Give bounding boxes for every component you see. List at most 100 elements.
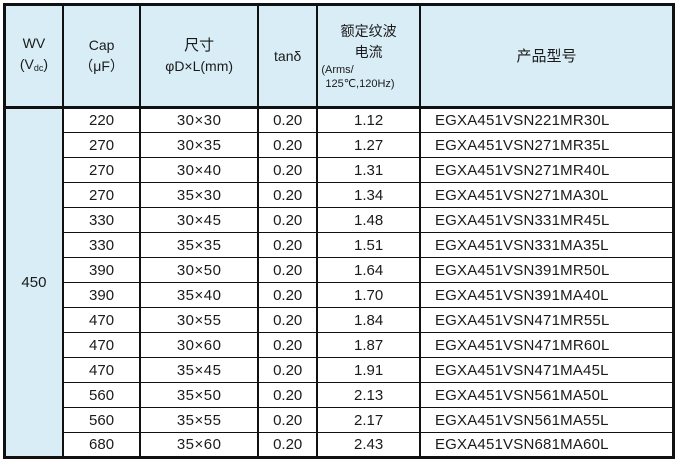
wv-header-cell: WV (Vdc) — [3, 3, 64, 109]
cap-cell: 470 — [61, 357, 142, 383]
table-row: 470 30×60 0.20 1.87 EGXA451VSN471MR60L — [5, 332, 675, 358]
ripple-cell: 1.51 — [316, 232, 421, 258]
cap-cell: 270 — [61, 132, 142, 158]
cap-cell: 560 — [61, 382, 142, 408]
cap-cell: 470 — [61, 307, 142, 333]
tand-cell: 0.20 — [256, 382, 319, 408]
table-row: 390 30×50 0.20 1.64 EGXA451VSN391MR50L — [5, 257, 675, 283]
size-cell: 30×50 — [139, 257, 259, 283]
size-header-line1: 尺寸 — [184, 37, 215, 54]
ripple-header-line4: 125℃,120Hz) — [325, 78, 395, 90]
size-cell: 30×30 — [139, 107, 259, 133]
model-cell: EGXA451VSN331MA35L — [418, 232, 675, 258]
model-header-label: 产品型号 — [516, 47, 577, 65]
size-cell: 35×45 — [139, 357, 259, 383]
ripple-header-line2: 电流 — [354, 44, 383, 60]
size-header-line2: φD×L(mm) — [165, 58, 234, 74]
table-row: 470 30×55 0.20 1.84 EGXA451VSN471MR55L — [5, 307, 675, 333]
model-cell: EGXA451VSN331MR45L — [418, 207, 675, 233]
size-cell: 30×35 — [139, 132, 259, 158]
ripple-cell: 1.34 — [316, 182, 421, 208]
model-cell: EGXA451VSN471MA45L — [418, 357, 675, 383]
cap-header-line2: （μF） — [79, 58, 124, 74]
model-cell: EGXA451VSN271MR35L — [418, 132, 675, 158]
table-row: 560 35×50 0.20 2.13 EGXA451VSN561MA50L — [5, 382, 675, 408]
table-row: 390 35×40 0.20 1.70 EGXA451VSN391MA40L — [5, 282, 675, 308]
size-cell: 35×50 — [139, 382, 259, 408]
cap-header-cell: Cap （μF） — [61, 3, 142, 109]
size-cell: 35×35 — [139, 232, 259, 258]
tand-cell: 0.20 — [256, 157, 319, 183]
ripple-header-line1: 额定纹波 — [340, 23, 397, 39]
header-row: WV (Vdc) Cap （μF） 尺寸 φD×L(mm) tanδ 额定纹波 … — [3, 3, 675, 109]
size-cell: 35×55 — [139, 407, 259, 433]
size-cell: 30×55 — [139, 307, 259, 333]
table-row: 330 30×45 0.20 1.48 EGXA451VSN331MR45L — [5, 207, 675, 233]
model-cell: EGXA451VSN561MA55L — [418, 407, 675, 433]
ripple-cell: 1.91 — [316, 357, 421, 383]
size-cell: 30×40 — [139, 157, 259, 183]
tand-cell: 0.20 — [256, 432, 319, 458]
ripple-header-cell: 额定纹波 电流 (Arms/ 125℃,120Hz) — [316, 3, 421, 109]
tand-cell: 0.20 — [256, 207, 319, 233]
size-cell: 30×45 — [139, 207, 259, 233]
ripple-cell: 1.27 — [316, 132, 421, 158]
wv-header-line2: (Vdc) — [19, 56, 49, 73]
size-cell: 35×60 — [139, 432, 259, 458]
tand-cell: 0.20 — [256, 232, 319, 258]
size-cell: 35×40 — [139, 282, 259, 308]
tand-header-label: tanδ — [274, 47, 302, 64]
table-row: 470 35×45 0.20 1.91 EGXA451VSN471MA45L — [5, 357, 675, 383]
ripple-cell: 2.17 — [316, 407, 421, 433]
cap-cell: 680 — [61, 432, 142, 458]
table-row: 450 220 30×30 0.20 1.12 EGXA451VSN221MR3… — [3, 107, 675, 459]
cap-cell: 390 — [61, 257, 142, 283]
tand-cell: 0.20 — [256, 282, 319, 308]
table-row: 270 30×40 0.20 1.31 EGXA451VSN271MR40L — [5, 157, 675, 183]
table-row: 330 35×35 0.20 1.51 EGXA451VSN331MA35L — [5, 232, 675, 258]
cap-cell: 560 — [61, 407, 142, 433]
tand-cell: 0.20 — [256, 257, 319, 283]
table-row: 270 35×30 0.20 1.34 EGXA451VSN271MA30L — [5, 182, 675, 208]
table-row: 680 35×60 0.20 2.43 EGXA451VSN681MA60L — [5, 432, 675, 458]
ripple-cell: 1.64 — [316, 257, 421, 283]
model-header-cell: 产品型号 — [418, 3, 675, 109]
table-row: 560 35×55 0.20 2.17 EGXA451VSN561MA55L — [5, 407, 675, 433]
tand-header-cell: tanδ — [256, 3, 319, 109]
model-cell: EGXA451VSN271MR40L — [418, 157, 675, 183]
model-cell: EGXA451VSN391MA40L — [418, 282, 675, 308]
model-cell: EGXA451VSN681MA60L — [418, 432, 675, 458]
model-cell: EGXA451VSN391MR50L — [418, 257, 675, 283]
tand-cell: 0.20 — [256, 107, 319, 133]
cap-cell: 220 — [61, 107, 142, 133]
tand-cell: 0.20 — [256, 357, 319, 383]
size-cell: 35×30 — [139, 182, 259, 208]
table-header: WV (Vdc) Cap （μF） 尺寸 φD×L(mm) tanδ 额定纹波 … — [3, 3, 675, 109]
cap-cell: 390 — [61, 282, 142, 308]
model-cell: EGXA451VSN561MA50L — [418, 382, 675, 408]
tand-cell: 0.20 — [256, 407, 319, 433]
wv-subscript: dc — [33, 63, 44, 73]
ripple-cell: 2.13 — [316, 382, 421, 408]
cap-header-line1: Cap — [88, 37, 115, 53]
model-cell: EGXA451VSN271MA30L — [418, 182, 675, 208]
cap-cell: 330 — [61, 232, 142, 258]
wv-value-cell: 450 — [3, 107, 64, 459]
table-row: 270 30×35 0.20 1.27 EGXA451VSN271MR35L — [5, 132, 675, 158]
cap-cell: 330 — [61, 207, 142, 233]
cap-cell: 270 — [61, 157, 142, 183]
ripple-header-line3: (Arms/ — [321, 64, 354, 76]
ripple-cell: 1.70 — [316, 282, 421, 308]
ripple-cell: 1.87 — [316, 332, 421, 358]
ripple-cell: 1.31 — [316, 157, 421, 183]
spec-table: WV (Vdc) Cap （μF） 尺寸 φD×L(mm) tanδ 额定纹波 … — [3, 3, 675, 459]
cap-cell: 270 — [61, 182, 142, 208]
wv-header-line1: WV — [22, 35, 46, 51]
model-cell: EGXA451VSN471MR55L — [418, 307, 675, 333]
size-header-cell: 尺寸 φD×L(mm) — [139, 3, 259, 109]
tand-cell: 0.20 — [256, 332, 319, 358]
model-cell: EGXA451VSN221MR30L — [418, 107, 675, 133]
size-cell: 30×60 — [139, 332, 259, 358]
ripple-cell: 1.84 — [316, 307, 421, 333]
